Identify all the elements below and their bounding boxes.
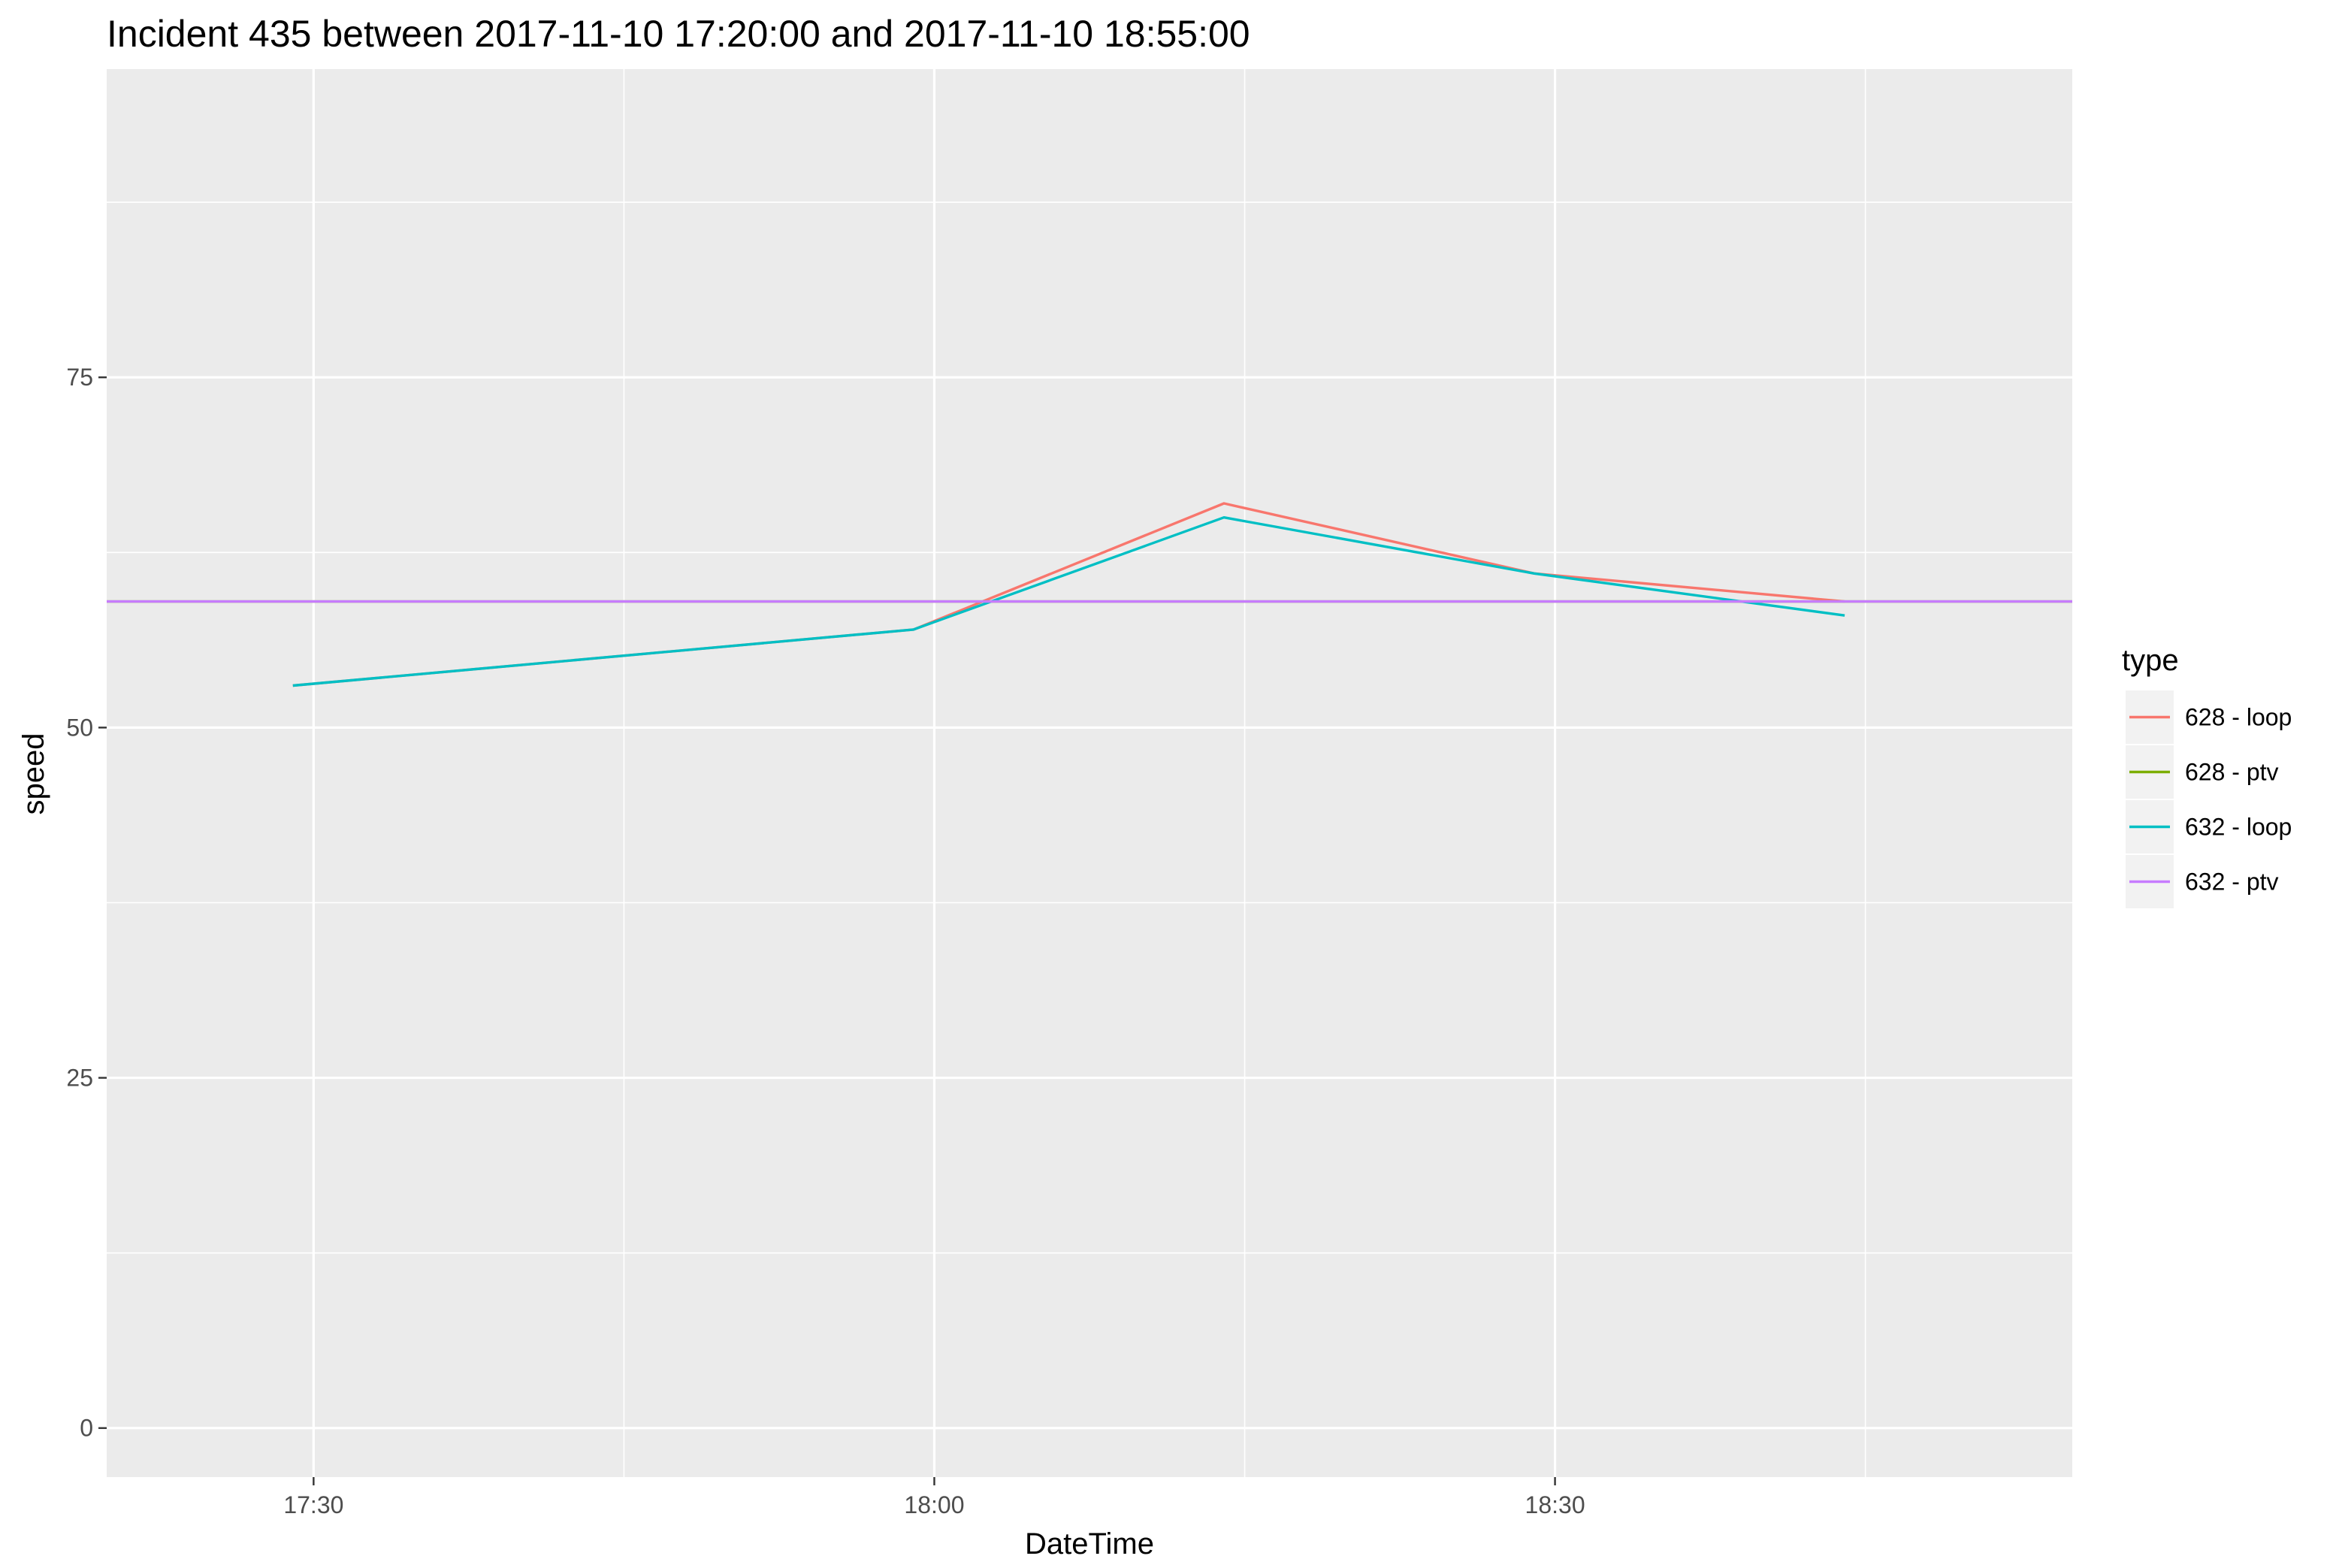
series-line-632-loop bbox=[292, 516, 1845, 687]
legend-title: type bbox=[2122, 644, 2179, 677]
x-axis-title: DateTime bbox=[1025, 1527, 1154, 1560]
y-tick-label: 25 bbox=[66, 1065, 93, 1092]
minor-gridlines bbox=[107, 69, 2072, 1477]
legend-label: 632 - ptv bbox=[2185, 869, 2279, 896]
chart-title: Incident 435 between 2017-11-10 17:20:00… bbox=[107, 13, 1250, 55]
y-axis: 0 25 50 75 bbox=[66, 364, 107, 1442]
y-tick-label: 0 bbox=[80, 1415, 93, 1442]
major-gridlines bbox=[107, 69, 2072, 1477]
legend-label: 632 - loop bbox=[2185, 814, 2292, 841]
plot-panel bbox=[107, 69, 2072, 1477]
x-tick-label: 17:30 bbox=[283, 1491, 343, 1518]
legend: type 628 - loop 628 - ptv 632 - loop 632 - … bbox=[2122, 644, 2292, 910]
series-lines bbox=[107, 502, 2072, 687]
y-tick-label: 75 bbox=[66, 364, 93, 391]
legend-label: 628 - loop bbox=[2185, 704, 2292, 731]
x-axis: 17:30 18:00 18:30 bbox=[283, 1477, 1585, 1518]
legend-label: 628 - ptv bbox=[2185, 759, 2279, 786]
y-axis-title: speed bbox=[17, 733, 50, 815]
x-tick-label: 18:30 bbox=[1525, 1491, 1585, 1518]
y-tick-label: 50 bbox=[66, 714, 93, 741]
x-tick-label: 18:00 bbox=[904, 1491, 964, 1518]
